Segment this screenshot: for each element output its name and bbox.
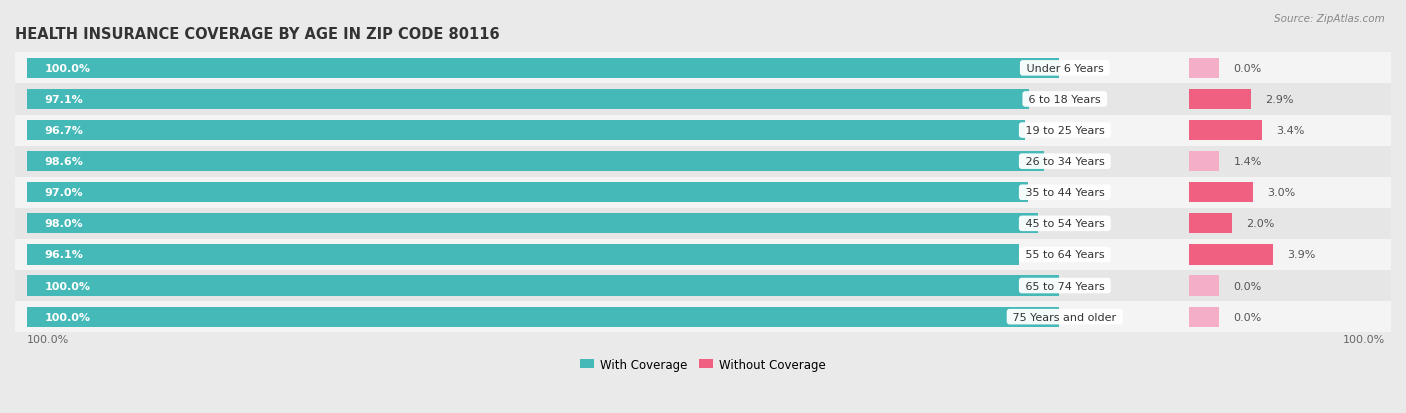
Text: Under 6 Years: Under 6 Years — [1022, 64, 1107, 74]
Text: Source: ZipAtlas.com: Source: ZipAtlas.com — [1274, 14, 1385, 24]
Bar — [27, 121, 1025, 141]
Bar — [1189, 121, 1263, 141]
Bar — [3, 177, 1406, 208]
Legend: With Coverage, Without Coverage: With Coverage, Without Coverage — [579, 358, 827, 371]
Bar — [27, 214, 1038, 234]
Text: 98.0%: 98.0% — [45, 219, 83, 229]
Text: 100.0%: 100.0% — [45, 281, 90, 291]
Text: 45 to 54 Years: 45 to 54 Years — [1022, 219, 1108, 229]
Text: 35 to 44 Years: 35 to 44 Years — [1022, 188, 1108, 198]
Bar — [1189, 245, 1272, 265]
Text: 2.9%: 2.9% — [1265, 95, 1294, 105]
Text: 19 to 25 Years: 19 to 25 Years — [1022, 126, 1108, 136]
Text: 0.0%: 0.0% — [1233, 312, 1261, 322]
Text: 3.9%: 3.9% — [1286, 250, 1315, 260]
Bar — [1189, 59, 1219, 79]
Text: 2.0%: 2.0% — [1246, 219, 1275, 229]
Text: 3.0%: 3.0% — [1268, 188, 1296, 198]
Bar — [1189, 183, 1253, 203]
Bar — [27, 152, 1045, 172]
Bar — [1189, 276, 1219, 296]
Text: 100.0%: 100.0% — [45, 64, 90, 74]
Bar — [1189, 90, 1251, 110]
Bar — [27, 90, 1029, 110]
Bar — [3, 301, 1406, 332]
Text: 6 to 18 Years: 6 to 18 Years — [1025, 95, 1104, 105]
Bar — [27, 307, 1059, 327]
Bar — [27, 245, 1018, 265]
Text: 55 to 64 Years: 55 to 64 Years — [1022, 250, 1108, 260]
Bar — [27, 59, 1059, 79]
Bar — [27, 276, 1059, 296]
Bar — [1189, 214, 1232, 234]
Bar — [3, 53, 1406, 84]
Bar — [3, 146, 1406, 177]
Bar — [3, 208, 1406, 239]
Text: 96.7%: 96.7% — [45, 126, 83, 136]
Text: 75 Years and older: 75 Years and older — [1010, 312, 1121, 322]
Text: 100.0%: 100.0% — [1343, 334, 1385, 344]
Text: 26 to 34 Years: 26 to 34 Years — [1022, 157, 1108, 167]
Bar — [1189, 152, 1219, 172]
Bar — [3, 239, 1406, 271]
Bar — [1189, 307, 1219, 327]
Text: 0.0%: 0.0% — [1233, 64, 1261, 74]
Text: 98.6%: 98.6% — [45, 157, 83, 167]
Text: 1.4%: 1.4% — [1233, 157, 1261, 167]
Text: 0.0%: 0.0% — [1233, 281, 1261, 291]
Text: 97.0%: 97.0% — [45, 188, 83, 198]
Bar — [3, 84, 1406, 115]
Text: 100.0%: 100.0% — [27, 334, 69, 344]
Text: 65 to 74 Years: 65 to 74 Years — [1022, 281, 1108, 291]
Bar — [3, 115, 1406, 146]
Text: 96.1%: 96.1% — [45, 250, 83, 260]
Text: 3.4%: 3.4% — [1277, 126, 1305, 136]
Text: HEALTH INSURANCE COVERAGE BY AGE IN ZIP CODE 80116: HEALTH INSURANCE COVERAGE BY AGE IN ZIP … — [15, 27, 499, 42]
Text: 97.1%: 97.1% — [45, 95, 83, 105]
Text: 100.0%: 100.0% — [45, 312, 90, 322]
Bar — [3, 271, 1406, 301]
Bar — [27, 183, 1028, 203]
